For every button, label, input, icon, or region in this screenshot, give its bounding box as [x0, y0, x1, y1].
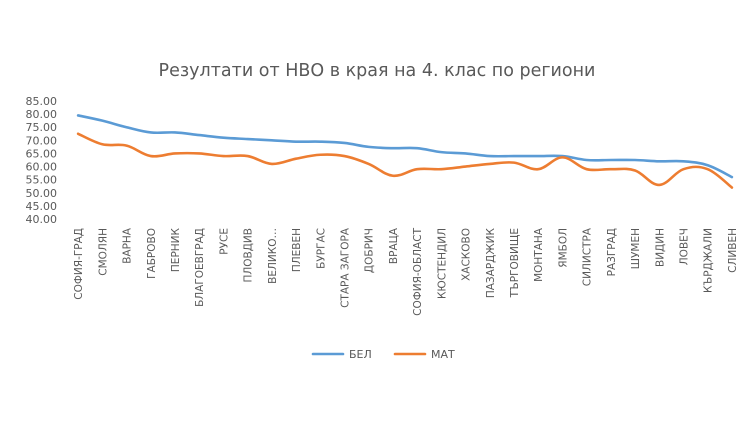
x-category-label: ЛОВЕЧ [678, 228, 690, 265]
x-category-label: КЮСТЕНДИЛ [436, 228, 448, 299]
legend-label: БЕЛ [349, 348, 372, 361]
x-category-label: ПЛЕВЕН [291, 228, 303, 272]
y-tick-label: 50.00 [26, 187, 58, 200]
y-tick-label: 80.00 [26, 108, 58, 121]
x-category-label: СЛИВЕН [727, 228, 739, 273]
x-category-label: БЛАГОЕВГРАД [194, 228, 206, 307]
y-tick-label: 85.00 [26, 95, 58, 108]
x-category-label: СМОЛЯН [97, 228, 109, 276]
x-category-label: ГАБРОВО [146, 228, 158, 279]
y-tick-label: 60.00 [26, 161, 58, 174]
x-category-label: ВАРНА [122, 227, 134, 264]
x-category-label: МОНТАНА [533, 227, 545, 282]
x-category-label: СИЛИСТРА [582, 227, 594, 286]
y-tick-label: 65.00 [26, 147, 58, 160]
chart-title: Резултати от НВО в края на 4. клас по ре… [159, 61, 596, 81]
y-tick-label: 40.00 [26, 213, 58, 226]
x-category-label: ВЕЛИКО… [267, 228, 279, 284]
y-tick-label: 75.00 [26, 121, 58, 134]
x-axis-categories: СОФИЯ-ГРАД СМОЛЯН ВАРНА ГАБРОВО ПЕРНИК БЛАГОЕ… [73, 227, 739, 316]
x-category-label: РАЗГРАД [606, 228, 618, 276]
x-category-label: ПАЗАРДЖИК [485, 227, 497, 298]
series-line-bel [76, 114, 734, 179]
x-category-label: ХАСКОВО [461, 228, 473, 281]
legend-label: МАТ [431, 348, 455, 361]
x-category-label: ШУМЕН [630, 228, 642, 269]
x-category-label: ПЕРНИК [170, 227, 182, 272]
y-tick-label: 70.00 [26, 134, 58, 147]
series-lines [76, 114, 734, 189]
series-line-mat [76, 132, 734, 189]
x-category-label: СОФИЯ-ОБЛАСТ [412, 227, 424, 315]
legend: БЕЛ МАТ [311, 348, 455, 361]
y-tick-label: 55.00 [26, 174, 58, 187]
x-category-label: РУСЕ [218, 228, 230, 255]
x-category-label: ДОБРИЧ [364, 228, 376, 273]
x-category-label: КЪРДЖАЛИ [703, 228, 715, 293]
x-category-label: СТАРА ЗАГОРА [339, 227, 351, 308]
x-category-label: СОФИЯ-ГРАД [73, 228, 85, 300]
x-category-label: ВИДИН [654, 228, 666, 267]
y-tick-label: 45.00 [26, 200, 58, 213]
x-category-label: ПЛОВДИВ [243, 228, 255, 283]
x-category-label: ВРАЦА [388, 227, 400, 264]
x-category-label: ЯМБОЛ [557, 228, 569, 268]
y-axis-ticks: 40.0045.0050.0055.0060.0065.0070.0075.00… [26, 95, 58, 226]
x-category-label: БУРГАС [315, 228, 327, 269]
x-category-label: ТЪРГОВИЩЕ [509, 228, 521, 298]
